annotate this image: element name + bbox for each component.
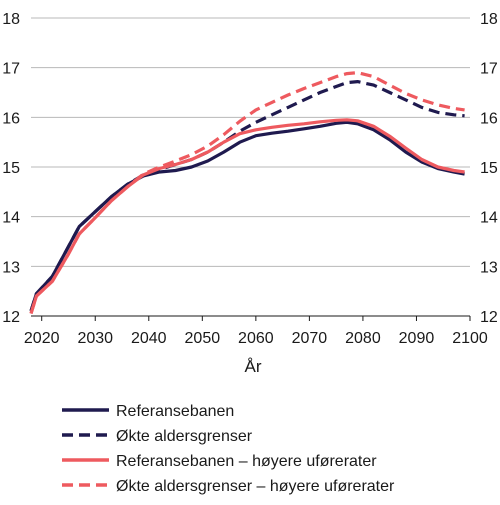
x-axis-title: År <box>245 357 262 376</box>
y-tick-label-left: 12 <box>2 309 20 326</box>
y-tick-label-right: 18 <box>480 11 498 28</box>
y-tick-label-right: 17 <box>480 61 498 78</box>
y-axis-right: 12 13 14 15 16 17 18 <box>480 11 498 326</box>
series-line-2 <box>29 79 465 312</box>
x-tick-label: 2090 <box>399 330 435 347</box>
y-tick-label-right: 13 <box>480 259 498 276</box>
x-tick-label: 2020 <box>24 330 60 347</box>
x-tick-label: 2040 <box>131 330 167 347</box>
y-tick-label-right: 14 <box>480 210 498 227</box>
y-tick-label-left: 18 <box>2 11 20 28</box>
y-tick-label-left: 16 <box>2 110 20 127</box>
y-axis-left: 12 13 14 15 16 17 18 <box>2 11 20 326</box>
x-tick-label: 2030 <box>77 330 113 347</box>
y-tick-label-right: 15 <box>480 160 498 177</box>
y-tick-label-left: 17 <box>2 61 20 78</box>
y-tick-label-right: 12 <box>480 309 498 326</box>
x-axis: 2020 2030 2040 2050 2060 2070 2080 2090 2100 <box>24 316 488 347</box>
legend-label-3: Referansebanen – høyere uførerater <box>116 453 377 470</box>
x-tick-label: 2050 <box>185 330 221 347</box>
legend: Referansebanen Økte aldersgrenser Referans… <box>62 403 395 495</box>
legend-label-4: Økte aldersgrenser – høyere uførerater <box>116 478 395 495</box>
series-line-4 <box>29 70 465 314</box>
y-tick-label-left: 13 <box>2 259 20 276</box>
x-tick-label: 2060 <box>238 330 274 347</box>
y-tick-label-right: 16 <box>480 110 498 127</box>
y-tick-label-left: 15 <box>2 160 20 177</box>
series-lines <box>29 70 465 314</box>
x-tick-label: 2070 <box>292 330 328 347</box>
x-tick-label: 2080 <box>345 330 381 347</box>
gridlines <box>31 17 470 267</box>
legend-label-1: Referansebanen <box>116 403 234 420</box>
y-tick-label-left: 14 <box>2 210 20 227</box>
legend-label-2: Økte aldersgrenser <box>116 428 253 445</box>
series-line-3 <box>29 118 465 314</box>
x-tick-label: 2100 <box>452 330 488 347</box>
series-line-1 <box>29 120 465 312</box>
